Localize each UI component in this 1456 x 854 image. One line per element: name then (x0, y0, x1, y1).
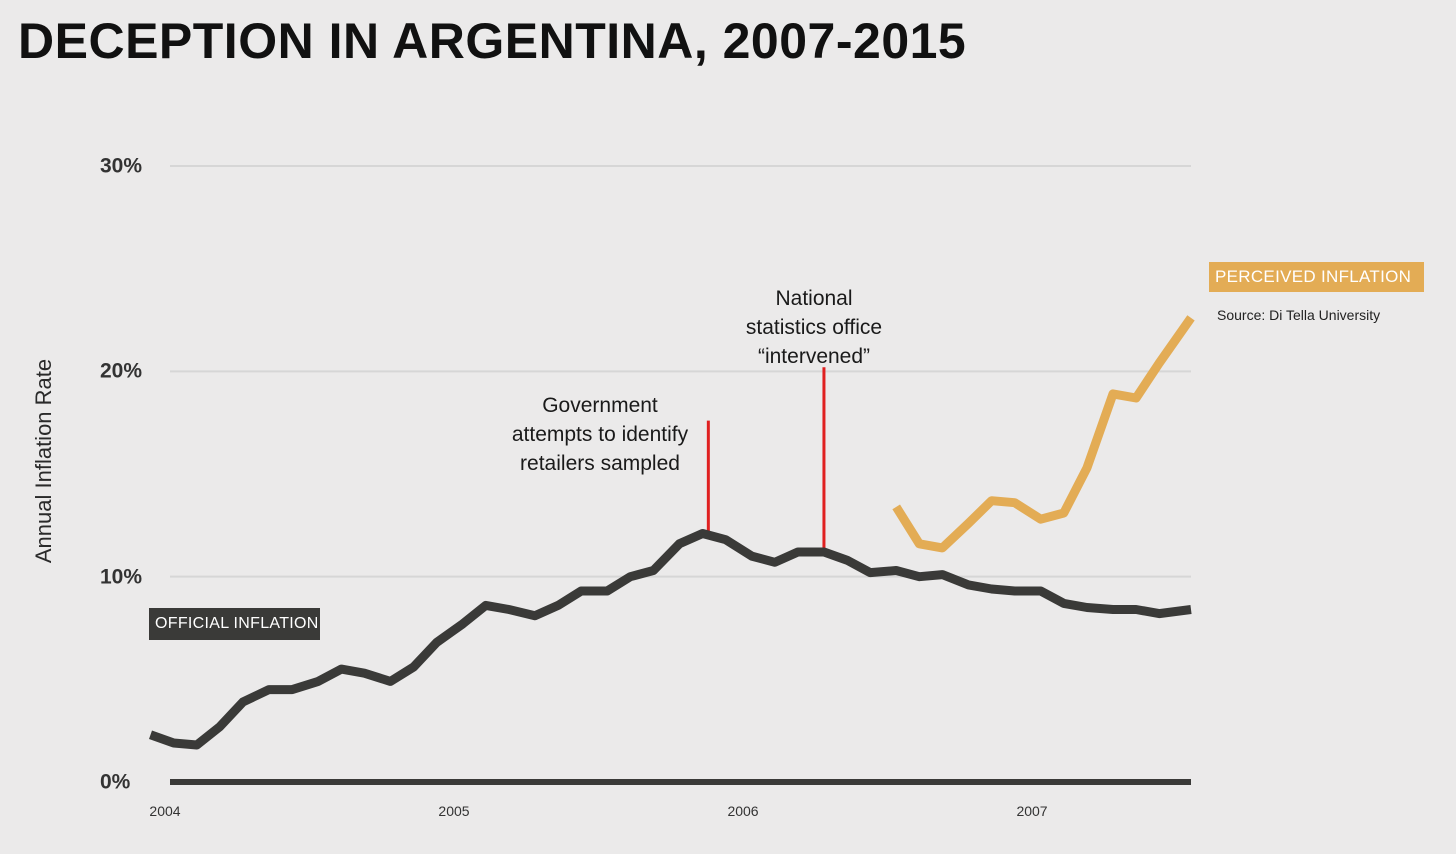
x-tick-label: 2007 (1016, 803, 1048, 819)
x-tick-label: 2004 (149, 803, 181, 819)
y-tick-label: 0% (100, 770, 131, 794)
source-note: Source: Di Tella University (1217, 307, 1381, 323)
y-axis-label: Annual Inflation Rate (31, 358, 56, 564)
series-line-perceived (892, 315, 1195, 553)
gridlines (170, 165, 1191, 785)
x-tick-label: 2006 (727, 803, 759, 819)
series-line-official (149, 529, 1192, 750)
y-tick-label: 30% (100, 154, 143, 178)
chart-title: DECEPTION IN ARGENTINA, 2007-2015 (18, 13, 967, 69)
annotation-nso-text: National statistics office “intervened” (745, 287, 883, 368)
annotation-markers (706, 367, 826, 553)
legend-perceived-inflation: PERCEIVED INFLATION (1209, 262, 1424, 292)
series-lines (149, 315, 1195, 750)
y-tick-label: 10% (100, 565, 143, 589)
x-tick-label: 2005 (438, 803, 470, 819)
y-tick-label: 20% (100, 359, 143, 383)
annotation-government-text: Government attempts to identify retailer… (511, 394, 689, 475)
legend-official-inflation: OFFICIAL INFLATION (149, 608, 320, 640)
